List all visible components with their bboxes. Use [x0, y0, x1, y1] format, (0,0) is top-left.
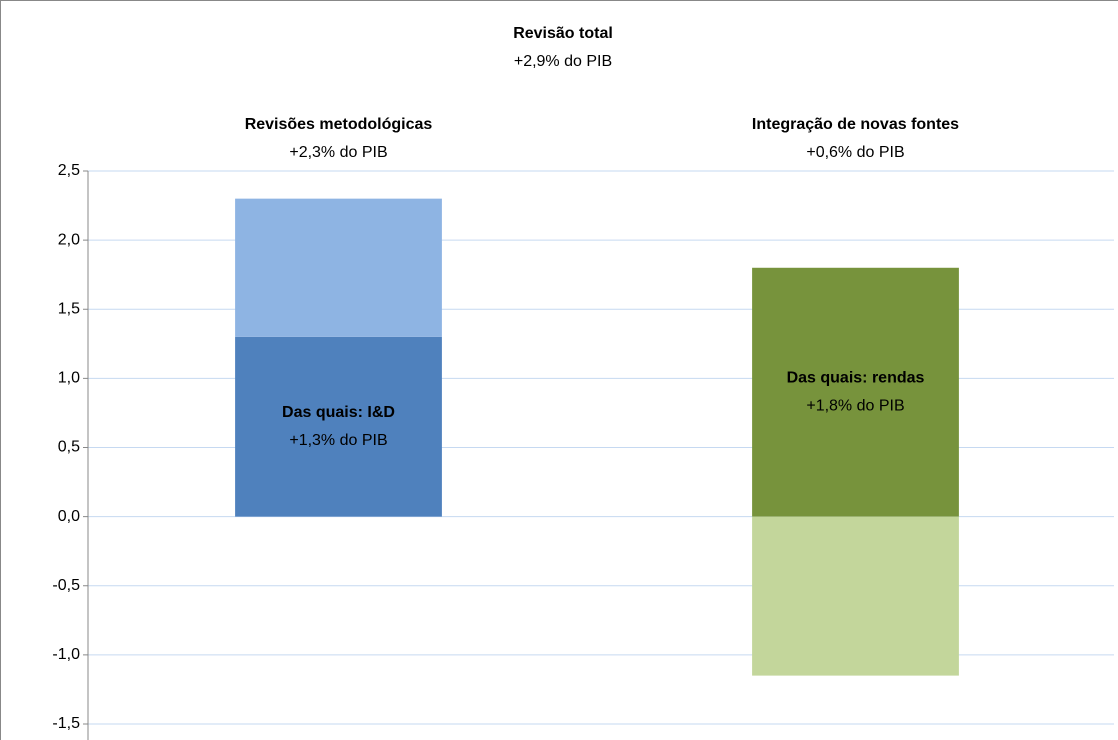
y-tick-label: 0,0 — [58, 508, 80, 525]
segment-label-text: +1,3% do PIB — [289, 432, 387, 449]
bar-segment — [235, 198, 442, 337]
bar-segment — [752, 267, 959, 517]
chart-title: Revisão total — [513, 25, 613, 42]
bar-segment — [235, 336, 442, 517]
y-tick-label: -1,0 — [52, 646, 80, 663]
y-tick-label: 0,5 — [58, 439, 80, 456]
category-label: Revisões metodológicas — [245, 116, 433, 133]
y-tick-label: -0,5 — [52, 577, 80, 594]
y-tick-label: 1,5 — [58, 300, 80, 317]
category-subtitle: +0,6% do PIB — [806, 144, 904, 161]
bar-segment — [752, 516, 959, 676]
category-label: Integração de novas fontes — [752, 116, 959, 133]
y-tick-label: 2,0 — [58, 231, 80, 248]
segment-label-title: Das quais: I&D — [282, 404, 395, 421]
segment-label-text: +1,8% do PIB — [806, 397, 904, 414]
y-tick-label: 1,0 — [58, 370, 80, 387]
chart-subtitle: +2,9% do PIB — [514, 53, 612, 70]
y-tick-label: 2,5 — [58, 162, 80, 179]
y-tick-label: -1,5 — [52, 715, 80, 732]
segment-label-title: Das quais: rendas — [787, 369, 925, 386]
category-subtitle: +2,3% do PIB — [289, 144, 387, 161]
